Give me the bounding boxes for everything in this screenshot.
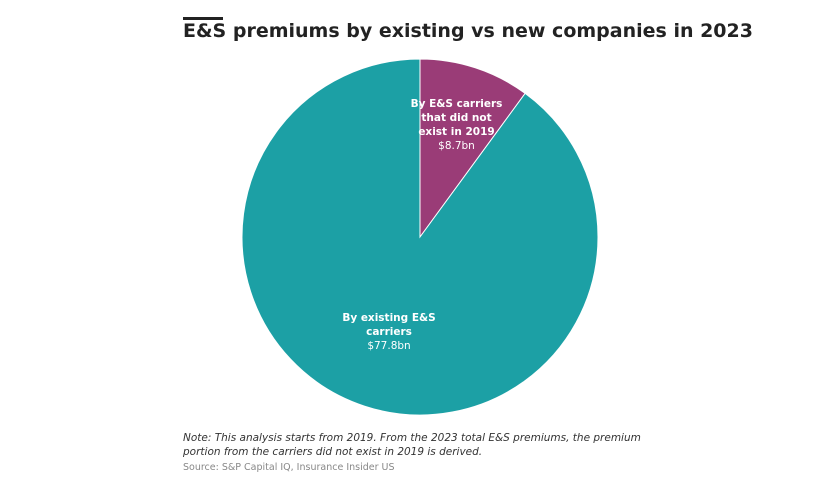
category-label: By existing E&S carriers [342, 311, 436, 338]
note: Note: This analysis starts from 2019. Fr… [183, 432, 641, 458]
title-bar [183, 17, 223, 20]
source: Source: S&P Capital IQ, Insurance Inside… [183, 462, 395, 473]
category-label: By E&S carriers that did not exist in 20… [410, 98, 503, 139]
pie-slice [241, 58, 599, 416]
slice-label: By existing E&S carriers $77.8bn [342, 311, 437, 353]
value-label: $77.8bn [367, 339, 411, 352]
value-label: $8.7bn [438, 140, 475, 153]
slice-label: By E&S carriers that did not exist in 20… [407, 97, 507, 153]
chart-title: E&S premiums by existing vs new companie… [183, 20, 753, 42]
pie-slice [419, 58, 526, 239]
